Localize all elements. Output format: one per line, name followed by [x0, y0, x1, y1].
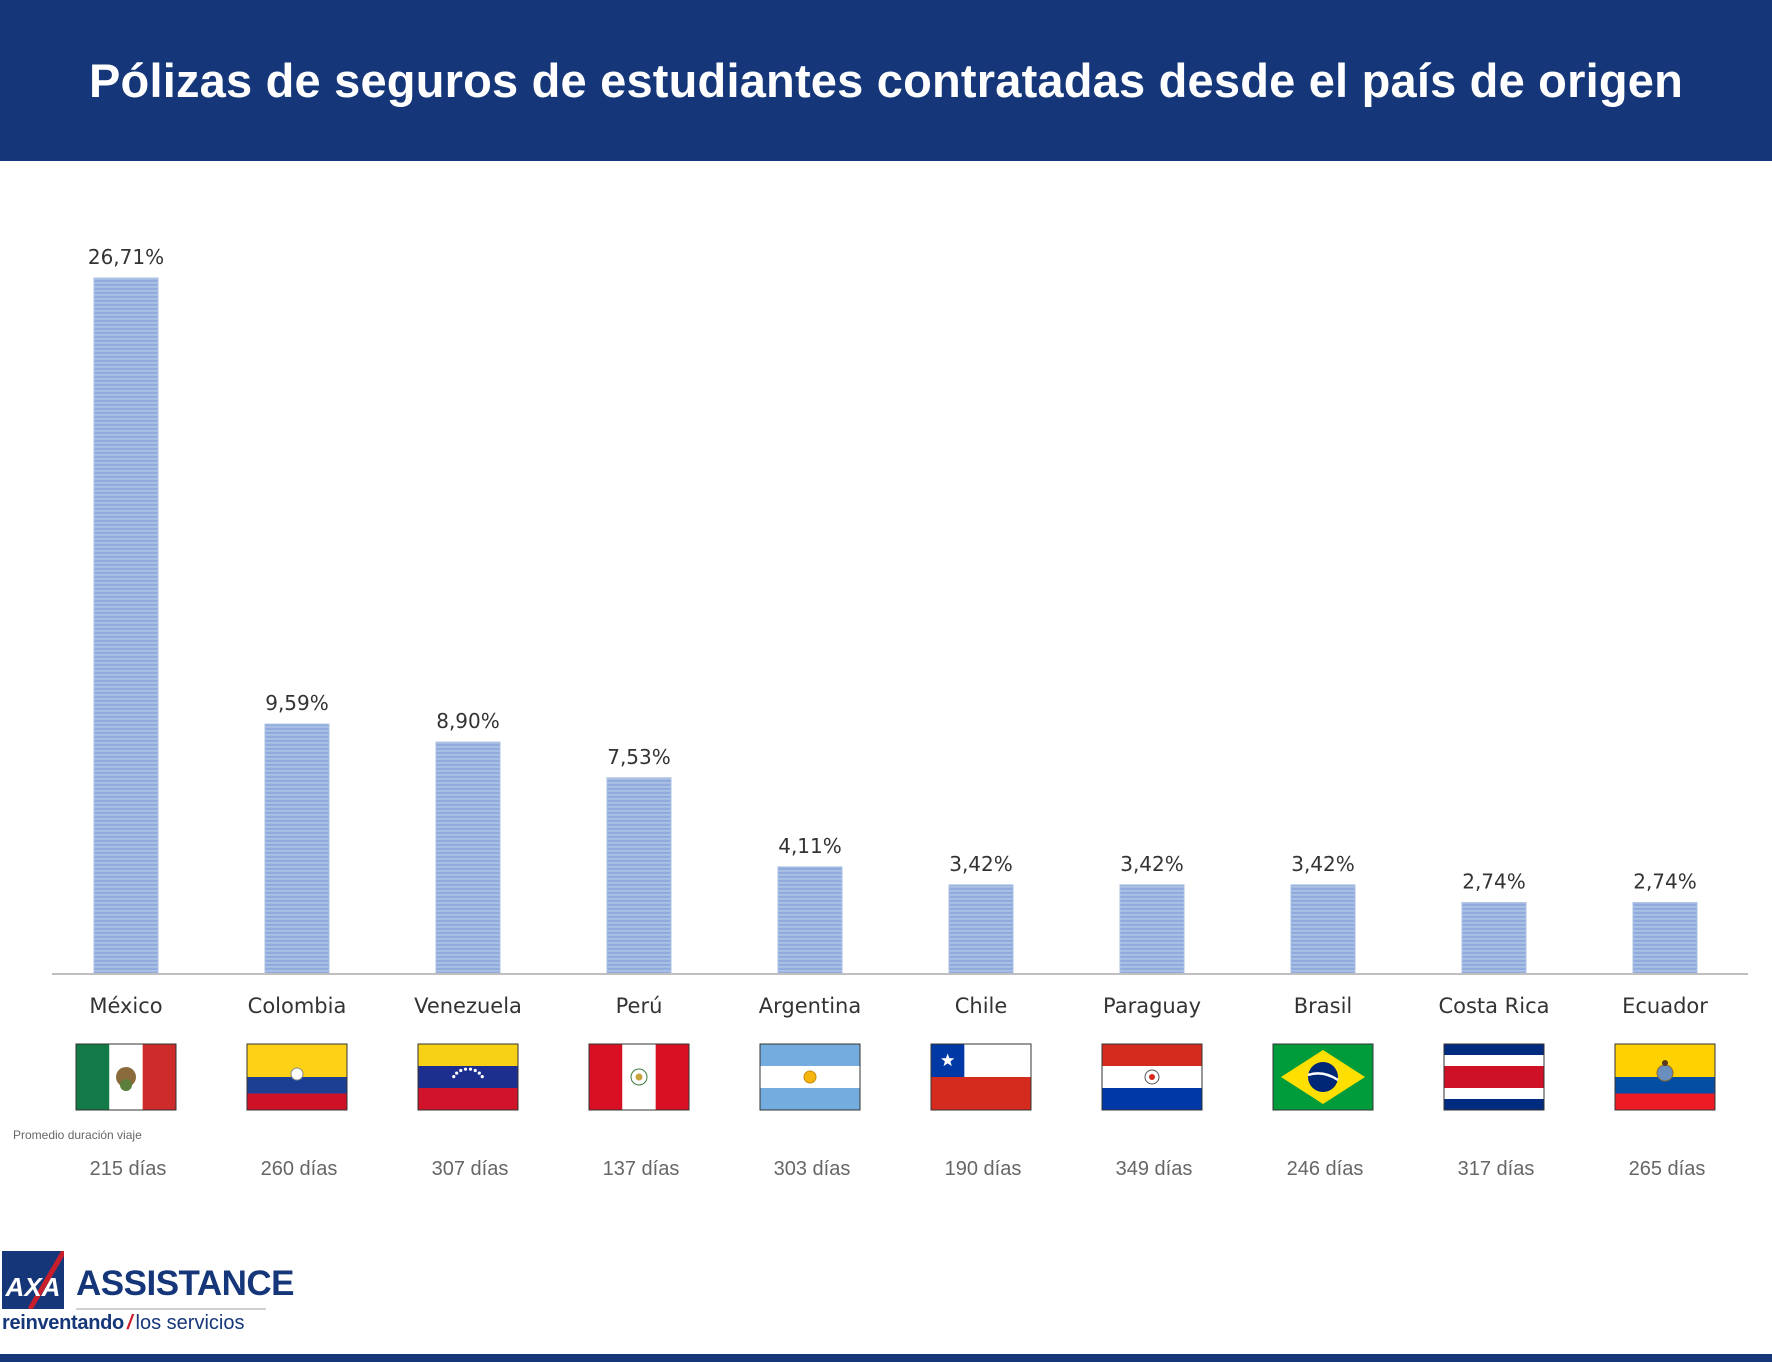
promedio-label: Promedio duración viaje	[13, 1128, 142, 1142]
bar-venezuela	[435, 741, 501, 975]
value-label-colombia: 9,59%	[265, 691, 329, 715]
duration-label-peru: 137 días	[603, 1158, 680, 1180]
value-label-chile: 3,42%	[949, 852, 1013, 876]
axa-logo-text: AXA	[5, 1272, 61, 1302]
value-label-argentina: 4,11%	[778, 834, 842, 858]
category-label-argentina: Argentina	[759, 994, 861, 1018]
category-label-colombia: Colombia	[248, 994, 347, 1018]
bar-chile	[948, 884, 1014, 975]
value-label-peru: 7,53%	[607, 745, 671, 769]
title-banner	[0, 0, 1772, 161]
axa-logo-icon: AXA	[2, 1251, 64, 1309]
chart-title: Pólizas de seguros de estudiantes contra…	[88, 54, 1683, 107]
value-label-mexico: 26,71%	[88, 245, 164, 269]
bar-brasil	[1290, 884, 1356, 975]
bar-peru	[606, 777, 672, 975]
mexico-flag-icon	[75, 1043, 177, 1111]
footer-bar	[0, 1354, 1772, 1362]
brand-name: ASSISTANCE	[76, 1264, 295, 1303]
duration-label-brasil: 246 días	[1287, 1158, 1364, 1180]
category-label-ecuador: Ecuador	[1622, 994, 1708, 1018]
bar-ecuador	[1632, 902, 1698, 975]
value-label-paraguay: 3,42%	[1120, 852, 1184, 876]
costa-rica-flag-icon	[1443, 1043, 1545, 1111]
duration-label-colombia: 260 días	[261, 1158, 338, 1180]
venezuela-flag-icon	[417, 1043, 519, 1111]
bar-mexico	[93, 277, 159, 975]
tagline-slash: /	[126, 1312, 133, 1334]
category-label-costa-rica: Costa Rica	[1438, 994, 1549, 1018]
duration-label-mexico: 215 días	[90, 1158, 167, 1180]
bar-paraguay	[1119, 884, 1185, 975]
bar-argentina	[777, 866, 843, 975]
duration-label-argentina: 303 días	[774, 1158, 851, 1180]
ecuador-flag-icon	[1614, 1043, 1716, 1111]
brand-tagline: reinventando / los servicios	[2, 1312, 244, 1335]
value-label-venezuela: 8,90%	[436, 709, 500, 733]
bar-colombia	[264, 723, 330, 975]
duration-label-chile: 190 días	[945, 1158, 1022, 1180]
duration-label-venezuela: 307 días	[432, 1158, 509, 1180]
brasil-flag-icon	[1272, 1043, 1374, 1111]
colombia-flag-icon	[246, 1043, 348, 1111]
chile-flag-icon	[930, 1043, 1032, 1111]
category-label-brasil: Brasil	[1294, 994, 1353, 1018]
category-label-venezuela: Venezuela	[414, 994, 522, 1018]
category-label-paraguay: Paraguay	[1103, 994, 1201, 1018]
duration-label-costa-rica: 317 días	[1458, 1158, 1535, 1180]
bar-costa-rica	[1461, 902, 1527, 975]
brand-logo: AXA ASSISTANCE reinventando / los servicio…	[0, 1246, 295, 1346]
value-label-brasil: 3,42%	[1291, 852, 1355, 876]
paraguay-flag-icon	[1101, 1043, 1203, 1111]
duration-label-paraguay: 349 días	[1116, 1158, 1193, 1180]
peru-flag-icon	[588, 1043, 690, 1111]
value-label-ecuador: 2,74%	[1633, 870, 1697, 894]
argentina-flag-icon	[759, 1043, 861, 1111]
category-label-chile: Chile	[955, 994, 1008, 1018]
value-label-costa-rica: 2,74%	[1462, 870, 1526, 894]
category-label-mexico: México	[89, 994, 162, 1018]
tagline-rest: los servicios	[135, 1312, 245, 1334]
brand-divider	[76, 1308, 266, 1310]
tagline-bold: reinventando	[2, 1312, 124, 1334]
category-label-peru: Perú	[616, 994, 663, 1018]
duration-label-ecuador: 265 días	[1629, 1158, 1706, 1180]
